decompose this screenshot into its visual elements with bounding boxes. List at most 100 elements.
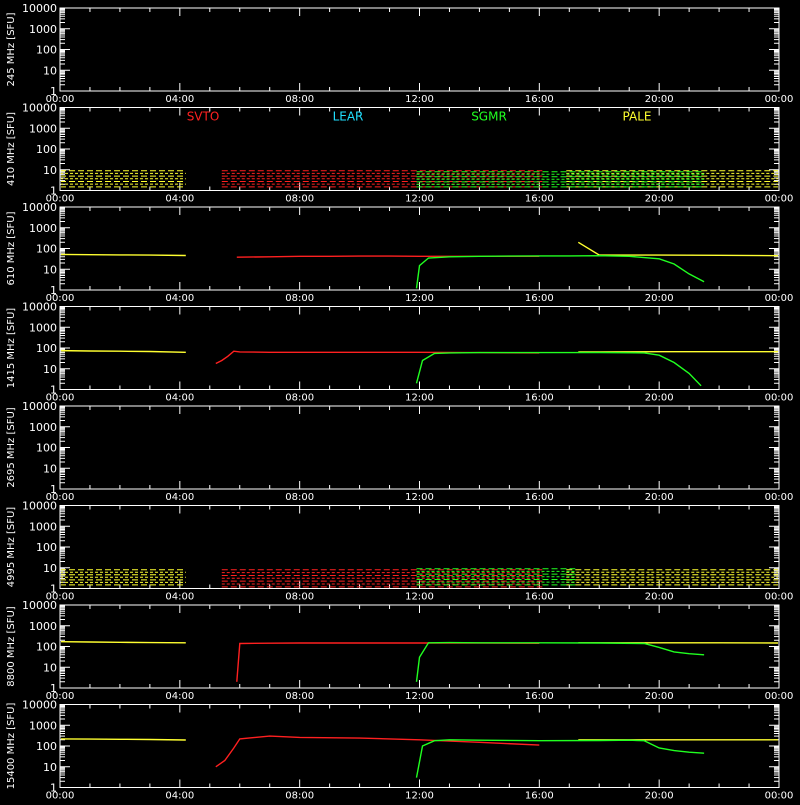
x-tick-label: 00:00: [765, 393, 794, 404]
y-tick-label: 10: [43, 363, 57, 376]
x-tick-label: 08:00: [285, 293, 314, 304]
x-tick-label: 00:00: [765, 791, 794, 801]
legend-pale: PALE: [623, 110, 652, 124]
y-tick-label: 100: [36, 740, 57, 753]
y-axis-label: 15400 MHz [SFU]: [6, 703, 17, 790]
x-tick-label: 12:00: [405, 492, 434, 503]
x-tick-label: 16:00: [525, 691, 554, 702]
y-tick-label: 10000: [22, 102, 57, 115]
y-tick-label: 1000: [29, 421, 57, 434]
x-tick-label: 16:00: [525, 94, 554, 105]
data-line-svto: [236, 642, 540, 682]
y-tick-label: 100: [36, 243, 57, 256]
x-tick-label: 12:00: [405, 94, 434, 105]
x-tick-label: 00:00: [765, 293, 794, 304]
x-tick-label: 08:00: [285, 94, 314, 105]
x-tick-label: 04:00: [165, 691, 194, 702]
x-tick-label: 00:00: [765, 194, 794, 205]
y-axis-label: 1415 MHz [SFU]: [6, 308, 17, 389]
x-tick-label: 20:00: [645, 492, 674, 503]
y-tick-label: 100: [36, 44, 57, 57]
x-tick-label: 00:00: [46, 492, 75, 503]
y-tick-label: 1000: [29, 520, 57, 533]
x-tick-label: 20:00: [645, 94, 674, 105]
y-tick-label: 1: [50, 782, 57, 795]
y-tick-label: 10: [43, 64, 57, 77]
y-tick-label: 1000: [29, 719, 57, 732]
x-tick-label: 08:00: [285, 194, 314, 205]
x-tick-label: 12:00: [405, 691, 434, 702]
data-line-svto: [215, 735, 540, 768]
y-tick-label: 10000: [22, 2, 57, 15]
y-axis-label: 245 MHz [SFU]: [6, 12, 17, 86]
y-tick-label: 100: [36, 541, 57, 554]
y-axis-label: 410 MHz [SFU]: [6, 112, 17, 186]
x-tick-label: 08:00: [285, 592, 314, 603]
data-line-sgmr: [415, 641, 705, 682]
panel-frame: [59, 405, 780, 490]
x-tick-label: 20:00: [645, 393, 674, 404]
panel-frame: [59, 306, 780, 390]
y-tick-label: 100: [36, 442, 57, 455]
y-tick-label: 10: [43, 263, 57, 276]
y-tick-label: 100: [36, 641, 57, 654]
y-tick-label: 1: [50, 384, 57, 397]
x-tick-label: 04:00: [165, 94, 194, 105]
x-tick-label: 00:00: [765, 94, 794, 105]
y-tick-label: 10: [43, 462, 57, 475]
panel-frame: [59, 704, 780, 788]
x-tick-label: 08:00: [285, 691, 314, 702]
panel-frame: [59, 206, 780, 291]
panel-frame: [59, 7, 780, 92]
y-tick-label: 1000: [29, 23, 57, 36]
y-tick-label: 1000: [29, 321, 57, 334]
y-tick-label: 1: [50, 284, 57, 297]
x-tick-label: 20:00: [645, 791, 674, 801]
data-line-pale: [61, 241, 778, 257]
y-tick-label: 1: [50, 483, 57, 496]
y-tick-label: 10: [43, 761, 57, 774]
y-tick-label: 10: [43, 562, 57, 575]
x-tick-label: 00:00: [46, 791, 75, 801]
x-tick-label: 00:00: [46, 592, 75, 603]
y-tick-label: 10000: [22, 500, 57, 513]
x-tick-label: 08:00: [285, 791, 314, 801]
legend-sgmr: SGMR: [471, 110, 507, 124]
y-tick-label: 10000: [22, 599, 57, 612]
x-tick-label: 08:00: [285, 393, 314, 404]
y-axis-label: 4995 MHz [SFU]: [6, 507, 17, 588]
x-tick-label: 00:00: [765, 592, 794, 603]
x-tick-label: 00:00: [46, 393, 75, 404]
legend-lear: LEAR: [333, 110, 364, 124]
x-tick-label: 04:00: [165, 293, 194, 304]
data-line-sgmr: [415, 739, 705, 778]
x-tick-label: 16:00: [525, 293, 554, 304]
y-tick-label: 10000: [22, 301, 57, 314]
y-tick-label: 10000: [22, 400, 57, 413]
panel-frame: [59, 604, 780, 689]
x-tick-label: 00:00: [46, 194, 75, 205]
x-tick-label: 16:00: [525, 194, 554, 205]
y-tick-label: 10000: [22, 699, 57, 712]
data-line-sgmr: [415, 351, 702, 387]
x-tick-label: 16:00: [525, 791, 554, 801]
x-tick-label: 04:00: [165, 194, 194, 205]
x-tick-label: 04:00: [165, 592, 194, 603]
data-line-sgmr: [415, 254, 705, 289]
y-axis-label: 610 MHz [SFU]: [6, 211, 17, 285]
x-tick-label: 00:00: [46, 691, 75, 702]
x-tick-label: 12:00: [405, 592, 434, 603]
y-tick-label: 10000: [22, 201, 57, 214]
x-tick-label: 04:00: [165, 492, 194, 503]
y-tick-label: 10: [43, 164, 57, 177]
y-tick-label: 1000: [29, 222, 57, 235]
x-tick-label: 08:00: [285, 492, 314, 503]
x-tick-label: 16:00: [525, 393, 554, 404]
data-line-pale: [61, 738, 778, 741]
x-tick-label: 12:00: [405, 194, 434, 205]
x-tick-label: 20:00: [645, 293, 674, 304]
x-tick-label: 12:00: [405, 293, 434, 304]
legend-svto: SVTO: [187, 110, 220, 124]
